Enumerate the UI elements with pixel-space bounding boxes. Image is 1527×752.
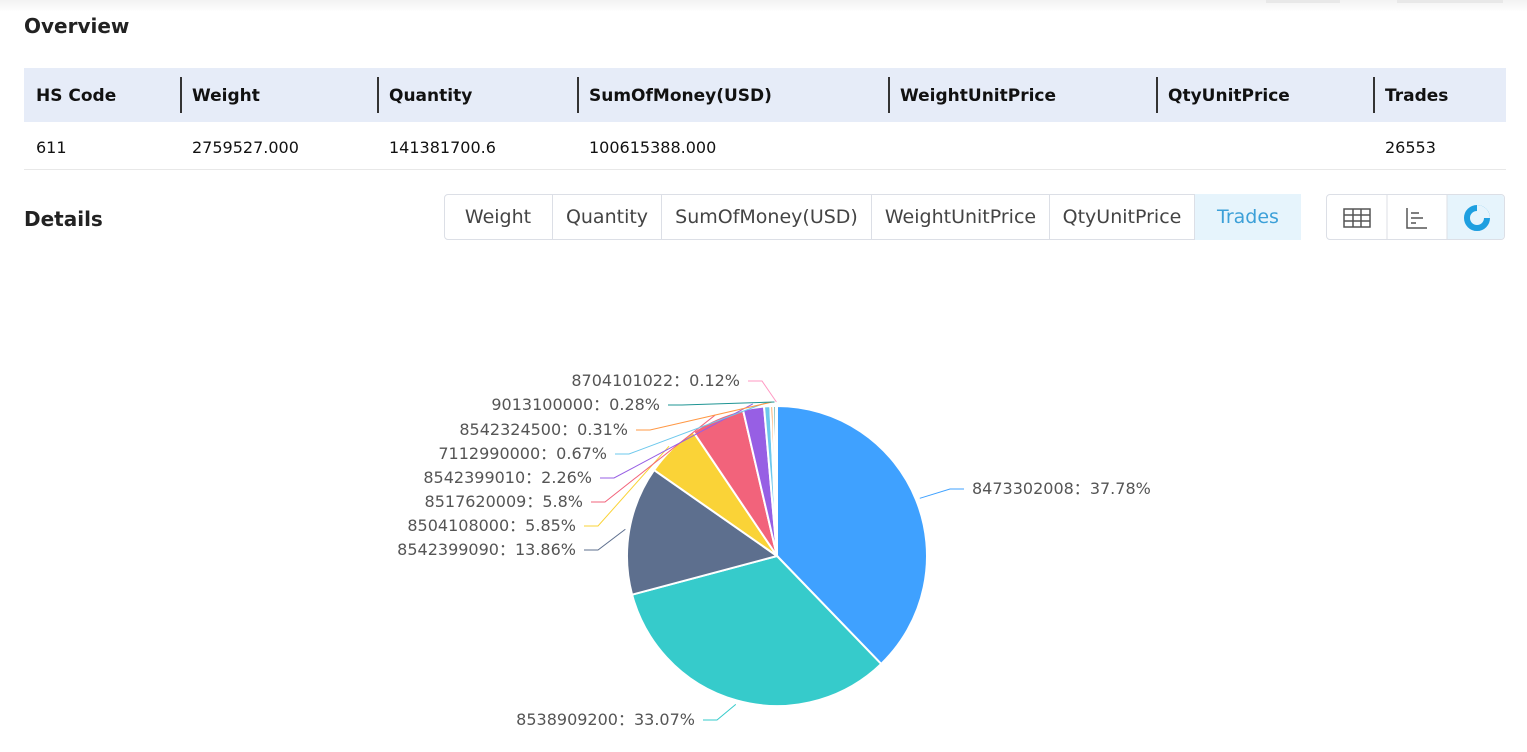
column-divider bbox=[180, 77, 182, 113]
column-divider bbox=[1156, 77, 1158, 113]
row-border bbox=[24, 169, 1506, 170]
slice-category: 8504108000 bbox=[407, 516, 509, 535]
slice-value: 0.31% bbox=[577, 420, 628, 439]
slice-value: 13.86% bbox=[515, 540, 576, 559]
table-cell: 26553 bbox=[1385, 138, 1436, 157]
tab[interactable]: QtyUnitPrice bbox=[1049, 194, 1194, 240]
label-separator: ： bbox=[499, 540, 515, 559]
slice-value: 0.12% bbox=[689, 371, 740, 390]
label-separator: ： bbox=[673, 371, 689, 390]
leader-line bbox=[703, 703, 737, 721]
slice-value: 5.85% bbox=[525, 516, 576, 535]
active-view bbox=[1447, 195, 1504, 239]
column-divider bbox=[577, 77, 579, 113]
slice-label: 8504108000：5.85% bbox=[407, 516, 576, 535]
column-header: QtyUnitPrice bbox=[1168, 86, 1290, 106]
tab[interactable]: Quantity bbox=[552, 194, 661, 240]
slice-value: 33.07% bbox=[634, 710, 695, 729]
label-separator: ： bbox=[618, 710, 634, 729]
slice-category: 7112990000 bbox=[438, 444, 540, 463]
column-header: WeightUnitPrice bbox=[900, 86, 1057, 106]
slice-value: 2.26% bbox=[541, 468, 592, 487]
column-header: SumOfMoney(USD) bbox=[589, 86, 772, 106]
column-divider bbox=[1373, 77, 1375, 113]
leader-line bbox=[584, 528, 626, 551]
slice-label: 7112990000：0.67% bbox=[438, 444, 607, 463]
label-separator: ： bbox=[593, 395, 609, 414]
top-button[interactable] bbox=[1397, 0, 1503, 3]
leader-line bbox=[600, 403, 754, 479]
slice-label: 8704101022：0.12% bbox=[571, 371, 740, 390]
slice-category: 8542399090 bbox=[397, 540, 499, 559]
slice-category: 8538909200 bbox=[516, 710, 618, 729]
pie-slice bbox=[630, 554, 883, 707]
column-divider bbox=[377, 77, 379, 113]
leader-line bbox=[636, 401, 772, 431]
tab[interactable]: Trades bbox=[1194, 194, 1301, 240]
label-separator: ： bbox=[540, 444, 556, 463]
slice-label: 8473302008：37.78% bbox=[972, 479, 1151, 498]
details-title: Details bbox=[24, 207, 103, 231]
slice-label: 8542324500：0.31% bbox=[459, 420, 628, 439]
tab[interactable]: SumOfMoney(USD) bbox=[661, 194, 871, 240]
pie-icon[interactable] bbox=[1464, 205, 1490, 231]
label-separator: ： bbox=[526, 492, 542, 511]
view-icons bbox=[1343, 195, 1504, 239]
slice-category: 9013100000 bbox=[491, 395, 593, 414]
table-header bbox=[24, 68, 1506, 122]
tab[interactable]: Weight bbox=[464, 206, 532, 228]
leader-line bbox=[748, 380, 777, 403]
column-header: HS Code bbox=[36, 86, 117, 106]
column-header: Weight bbox=[192, 86, 260, 106]
slice-category: 8473302008 bbox=[972, 479, 1074, 498]
slice-label: 8542399010：2.26% bbox=[423, 468, 592, 487]
slice-value: 0.28% bbox=[609, 395, 660, 414]
column-header: Quantity bbox=[389, 86, 473, 106]
slice-label: 8517620009：5.8% bbox=[425, 492, 583, 511]
slice-label: 8538909200：33.07% bbox=[516, 710, 695, 729]
slice-category: 8517620009 bbox=[425, 492, 527, 511]
leader-line bbox=[668, 401, 775, 406]
slice-category: 8542324500 bbox=[459, 420, 561, 439]
slice-value: 0.67% bbox=[556, 444, 607, 463]
slice-category: 8704101022 bbox=[571, 371, 673, 390]
table-cell: 141381700.6 bbox=[389, 138, 496, 157]
tab[interactable]: WeightUnitPrice bbox=[871, 194, 1049, 240]
label-separator: ： bbox=[1074, 479, 1090, 498]
slice-value: 37.78% bbox=[1090, 479, 1151, 498]
top-button[interactable] bbox=[1266, 0, 1340, 3]
pie-slice bbox=[774, 404, 778, 557]
slice-category: 8542399010 bbox=[423, 468, 525, 487]
overview-title: Overview bbox=[24, 14, 130, 38]
leader-line bbox=[584, 445, 670, 527]
leader-line bbox=[919, 488, 964, 499]
label-separator: ： bbox=[525, 468, 541, 487]
column-header: Trades bbox=[1385, 86, 1449, 106]
label-separator: ： bbox=[561, 420, 577, 439]
table-cell: 2759527.000 bbox=[192, 138, 299, 157]
table-icon[interactable] bbox=[1343, 208, 1371, 228]
column-divider bbox=[888, 77, 890, 113]
top-shadow bbox=[0, 0, 1527, 12]
table-cell: 611 bbox=[36, 138, 67, 157]
slice-label: 9013100000：0.28% bbox=[491, 395, 660, 414]
pie-slice bbox=[626, 468, 780, 596]
label-separator: ： bbox=[509, 516, 525, 535]
slice-value: 5.8% bbox=[542, 492, 583, 511]
slice-label: 8542399090：13.86% bbox=[397, 540, 576, 559]
view-switch bbox=[1326, 194, 1505, 240]
table-cell: 100615388.000 bbox=[589, 138, 717, 157]
leader-line bbox=[615, 401, 768, 455]
bar-icon[interactable] bbox=[1406, 208, 1427, 229]
pie-slice bbox=[776, 404, 928, 666]
